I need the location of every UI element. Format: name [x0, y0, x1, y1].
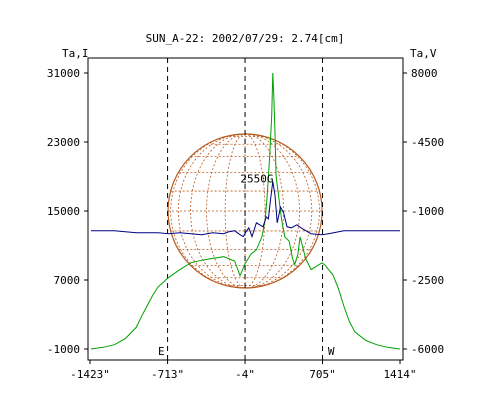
x-tick-label: 1414" — [383, 368, 416, 381]
y-right-tick-label: -2500 — [411, 274, 444, 287]
x-tick-label: -1423" — [70, 368, 110, 381]
y-left-tick-label: 15000 — [47, 205, 80, 218]
data-series — [90, 72, 401, 350]
y-left-tick-label: -1000 — [47, 343, 80, 356]
meridian-line — [190, 133, 300, 289]
chart-title: SUN_A-22: 2002/07/29: 2.74[cm] — [146, 32, 345, 45]
x-tick-label: 705" — [309, 368, 336, 381]
y-left-tick-label: 31000 — [47, 67, 80, 80]
x-tick-label: -713" — [151, 368, 184, 381]
y-right-tick-label: 8000 — [411, 67, 438, 80]
intensity-series-line — [90, 72, 401, 350]
polarization-series-line — [91, 181, 400, 239]
annotations: 2550G — [240, 173, 273, 186]
y-right-tick-label: -4500 — [411, 136, 444, 149]
y-right-tick-label: -6000 — [411, 343, 444, 356]
y-axis-left-label: Ta,I — [62, 47, 89, 60]
x-tick-label: -4" — [235, 368, 255, 381]
field-strength-annotation: 2550G — [240, 173, 273, 186]
limb-marker-label: W — [328, 345, 335, 358]
axes: -1423" -713" -4" 705" 1414" 31000 23000 15000 70… — [47, 67, 444, 381]
limb-marker-label: E — [158, 345, 165, 358]
y-right-tick-label: -1000 — [411, 205, 444, 218]
y-left-tick-label: 23000 — [47, 136, 80, 149]
meridian-line — [177, 133, 313, 289]
y-axis-right-label: Ta,V — [410, 47, 437, 60]
y-left-tick-label: 7000 — [54, 274, 81, 287]
